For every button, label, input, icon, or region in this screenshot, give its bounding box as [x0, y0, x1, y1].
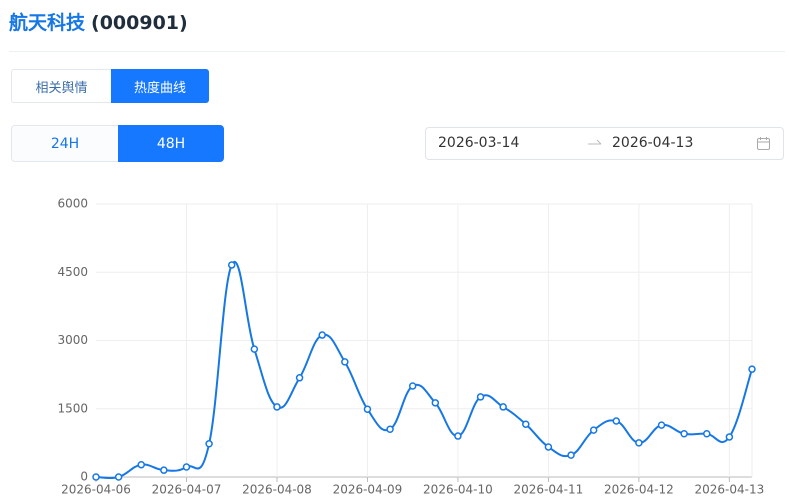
data-point	[680, 430, 688, 438]
data-point	[363, 405, 372, 413]
tab[interactable]: 相关舆情	[11, 69, 112, 103]
y-tick-label: 4500	[57, 265, 88, 279]
data-point	[522, 420, 530, 428]
x-tick-label: 2026-04-07	[152, 483, 222, 497]
data-point	[725, 433, 734, 441]
line-series	[95, 261, 753, 480]
data-point	[635, 439, 643, 447]
data-point	[182, 463, 191, 471]
data-point	[386, 425, 394, 433]
y-tick-label: 3000	[57, 333, 88, 347]
data-point	[295, 374, 304, 382]
data-point	[114, 473, 123, 481]
data-point	[408, 382, 417, 390]
range-button[interactable]: 24H	[11, 125, 119, 162]
divider	[9, 51, 785, 52]
x-tick-label: 2026-04-06	[61, 483, 131, 497]
calendar-icon[interactable]	[756, 136, 771, 151]
data-point	[748, 365, 756, 373]
tab-active[interactable]: 热度曲线	[111, 69, 209, 103]
data-point	[431, 399, 440, 407]
x-tick-label: 2026-04-13	[695, 483, 765, 497]
x-tick-label: 2026-04-08	[242, 483, 312, 497]
start-date[interactable]: 2026-03-14	[438, 135, 520, 151]
date-range-picker[interactable]: 2026-03-14 2026-04-13	[425, 127, 784, 160]
data-point	[703, 430, 711, 438]
y-tick-label: 6000	[57, 197, 88, 211]
stock-code: (000901)	[91, 12, 188, 34]
data-point	[318, 331, 326, 339]
data-point	[544, 443, 553, 451]
data-point	[341, 358, 349, 366]
x-tick-label: 2026-04-12	[604, 483, 674, 497]
data-point	[612, 417, 621, 425]
data-point	[499, 403, 507, 411]
header: 航天科技 (000901)	[9, 8, 188, 35]
data-point	[476, 393, 485, 401]
data-point	[273, 403, 281, 411]
arrow-icon	[588, 139, 602, 145]
y-tick-label: 1500	[57, 401, 88, 415]
data-point	[454, 432, 462, 440]
data-point	[92, 473, 100, 481]
stock-name: 航天科技	[9, 12, 86, 34]
end-date[interactable]: 2026-04-13	[612, 135, 694, 151]
data-point	[227, 261, 236, 269]
data-point	[657, 421, 666, 429]
data-point	[137, 460, 145, 469]
data-point	[205, 440, 213, 448]
x-tick-label: 2026-04-10	[423, 483, 493, 497]
x-tick-label: 2026-04-09	[333, 483, 403, 497]
y-tick-label: 0	[80, 470, 88, 484]
data-point	[250, 345, 259, 353]
data-point	[589, 426, 598, 434]
x-tick-label: 2026-04-11	[514, 483, 584, 497]
data-point	[160, 466, 168, 474]
data-point	[567, 451, 575, 459]
range-button-active[interactable]: 48H	[118, 125, 224, 162]
